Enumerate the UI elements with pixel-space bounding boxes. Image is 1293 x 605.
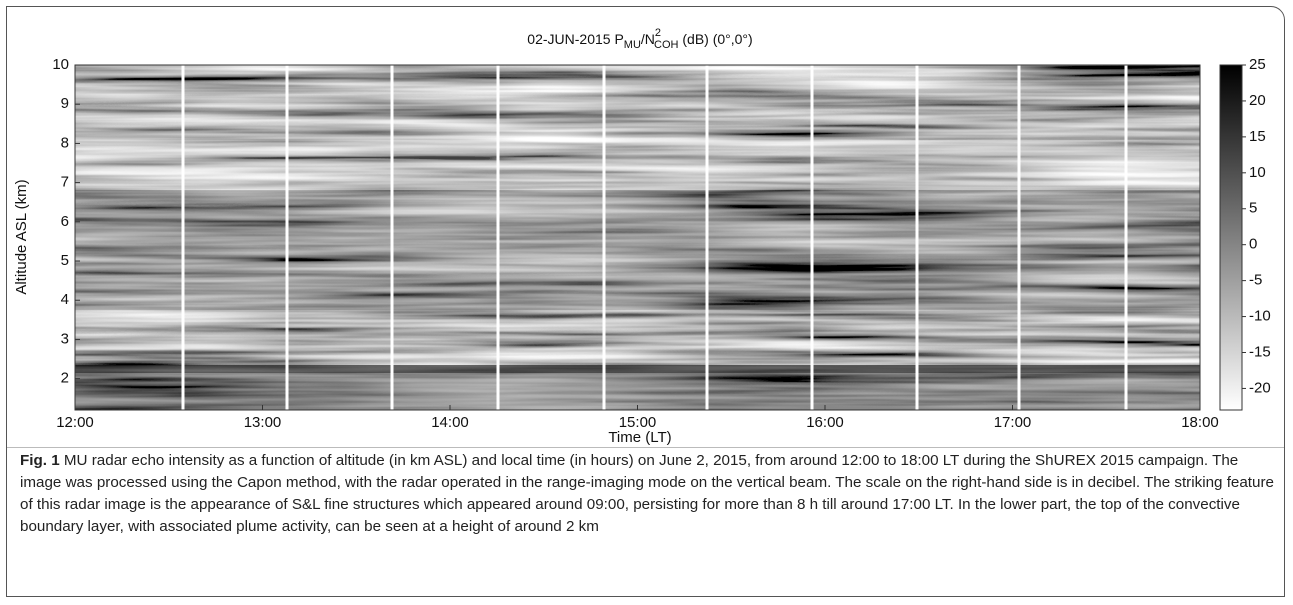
cbl-top	[75, 365, 1200, 373]
y-tick-label: 2	[61, 370, 69, 387]
x-tick-label: 12:00	[56, 414, 94, 431]
colorbar-tick-label: 20	[1249, 92, 1266, 109]
caption-label: Fig. 1	[20, 452, 60, 469]
separator	[7, 447, 1284, 448]
y-tick-label: 3	[61, 330, 69, 347]
plume-layer	[75, 373, 1200, 410]
y-tick-label: 4	[61, 291, 69, 308]
page: 02-JUN-2015 PMU/N2COH (dB) (0°,0°) Time …	[0, 0, 1293, 605]
caption: Fig. 1 MU radar echo intensity as a func…	[20, 450, 1275, 538]
caption-text: MU radar echo intensity as a function of…	[20, 452, 1274, 535]
x-tick-label: 16:00	[806, 414, 844, 431]
y-axis-label: Altitude ASL (km)	[13, 179, 30, 294]
y-tick-label: 5	[61, 252, 69, 269]
y-tick-label: 10	[52, 56, 69, 73]
x-tick-label: 18:00	[1181, 414, 1219, 431]
title-part: /N	[641, 31, 655, 47]
title-sub: MU	[624, 39, 641, 51]
x-tick-label: 15:00	[619, 414, 657, 431]
title-part: 02-JUN-2015 P	[527, 31, 624, 47]
title-sup: 2	[655, 27, 661, 39]
radar-image	[75, 65, 1200, 410]
y-tick-label: 6	[61, 213, 69, 230]
colorbar-tick-label: -5	[1249, 272, 1262, 289]
colorbar-tick-label: 25	[1249, 56, 1266, 73]
colorbar	[1220, 65, 1242, 410]
colorbar-tick-label: -10	[1249, 308, 1271, 325]
x-tick-label: 14:00	[431, 414, 469, 431]
colorbar-tick-label: 15	[1249, 128, 1266, 145]
x-tick-label: 17:00	[994, 414, 1032, 431]
light-band	[75, 140, 1200, 190]
colorbar-tick-label: 5	[1249, 200, 1257, 217]
title-part: (dB) (0°,0°)	[678, 31, 752, 47]
y-tick-label: 9	[61, 95, 69, 112]
y-tick-label: 7	[61, 174, 69, 191]
colorbar-tick-label: -15	[1249, 343, 1271, 360]
title-sub: COH	[654, 39, 679, 51]
colorbar-tick-label: 10	[1249, 164, 1266, 181]
x-axis-label: Time (LT)	[608, 429, 671, 445]
colorbar-tick-label: -20	[1249, 379, 1271, 396]
dark-band	[75, 190, 1200, 310]
y-tick-label: 8	[61, 134, 69, 151]
colorbar-tick-label: 0	[1249, 236, 1257, 253]
x-tick-label: 13:00	[244, 414, 282, 431]
